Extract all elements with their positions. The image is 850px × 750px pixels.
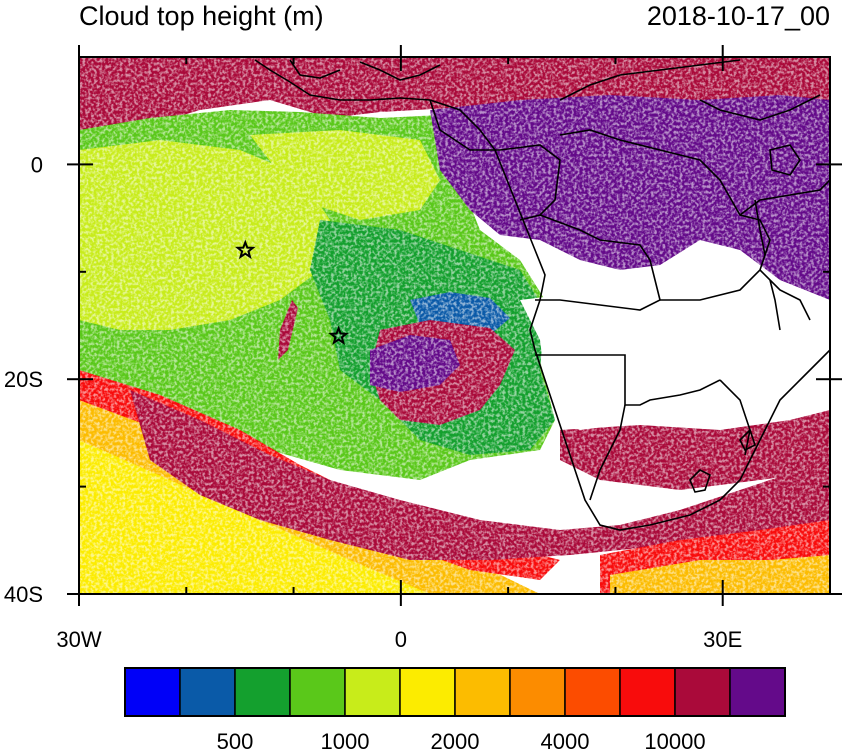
star-marker-1	[235, 239, 256, 260]
y-tick-label: 40S	[4, 582, 43, 607]
axis-labels: 30W 0 30E 0 20S 40S	[4, 152, 742, 652]
border-7	[719, 379, 751, 456]
y-tick-label: 20S	[4, 367, 43, 392]
y-tick-label: 0	[31, 152, 43, 177]
map-frame	[78, 56, 831, 595]
clear-sky-speckle	[79, 57, 830, 594]
colorbar-label: 10000	[644, 729, 705, 750]
colorbar-label: 2000	[431, 729, 480, 750]
colorbar-swatch	[729, 667, 786, 717]
title-right: 2018-10-17_00	[647, 1, 830, 31]
colorbar-swatch	[289, 667, 346, 717]
colorbar-swatch	[674, 667, 731, 717]
colorbar-label: 1000	[321, 729, 370, 750]
axis-ticks	[67, 45, 842, 606]
lake-victoria	[769, 144, 801, 176]
lake-tanganyika	[754, 199, 766, 256]
border-6	[589, 404, 626, 501]
colorbar-label: 500	[217, 729, 254, 750]
africa-west-coast	[254, 59, 830, 531]
star-markers	[235, 239, 349, 346]
star-marker-2	[328, 325, 349, 346]
colorbar-swatch	[124, 667, 181, 717]
border-14	[289, 59, 341, 79]
border-9	[739, 428, 756, 452]
border-2	[535, 214, 661, 311]
colorbar-swatch	[399, 667, 456, 717]
colorbar-swatch	[179, 667, 236, 717]
colorbar-swatch	[564, 667, 621, 717]
colorbar-label: 4000	[541, 729, 590, 750]
border-8	[689, 469, 711, 493]
border-5	[535, 354, 721, 406]
x-tick-label: 30W	[56, 627, 101, 652]
border-4	[739, 179, 830, 216]
border-13	[359, 61, 441, 81]
border-1	[429, 99, 561, 221]
border-11	[699, 94, 821, 121]
colorbar-swatch	[234, 667, 291, 717]
colorbar-swatch	[344, 667, 401, 717]
colorbar-swatch	[509, 667, 566, 717]
x-tick-label: 0	[395, 627, 407, 652]
coastlines-borders	[254, 59, 830, 531]
title-left: Cloud top height (m)	[79, 1, 324, 31]
x-tick-label: 30E	[703, 627, 742, 652]
map-panel	[79, 57, 830, 594]
colorbar-swatch	[619, 667, 676, 717]
colorbar-frame	[124, 667, 786, 717]
border-10	[559, 59, 741, 101]
colorbar: 500 1000 2000 4000 10000	[124, 667, 786, 750]
colorbar-swatch	[454, 667, 511, 717]
lake-malawi	[769, 279, 781, 331]
